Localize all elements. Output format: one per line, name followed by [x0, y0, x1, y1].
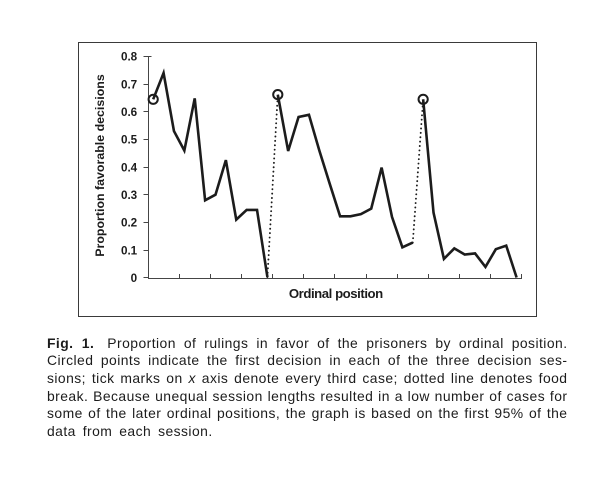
svg-text:Ordinal position: Ordinal position: [289, 286, 383, 301]
svg-text:0.3: 0.3: [121, 189, 138, 202]
svg-text:0.4: 0.4: [121, 161, 138, 174]
svg-text:0.6: 0.6: [121, 106, 138, 119]
svg-text:0.5: 0.5: [121, 134, 138, 147]
svg-text:0.1: 0.1: [121, 244, 138, 257]
svg-text:Proportion favorable decisions: Proportion favorable decisions: [93, 74, 107, 257]
svg-text:0.2: 0.2: [121, 217, 138, 230]
svg-text:0.7: 0.7: [121, 78, 137, 91]
svg-text:0.8: 0.8: [121, 51, 138, 64]
svg-text:0: 0: [131, 272, 138, 285]
